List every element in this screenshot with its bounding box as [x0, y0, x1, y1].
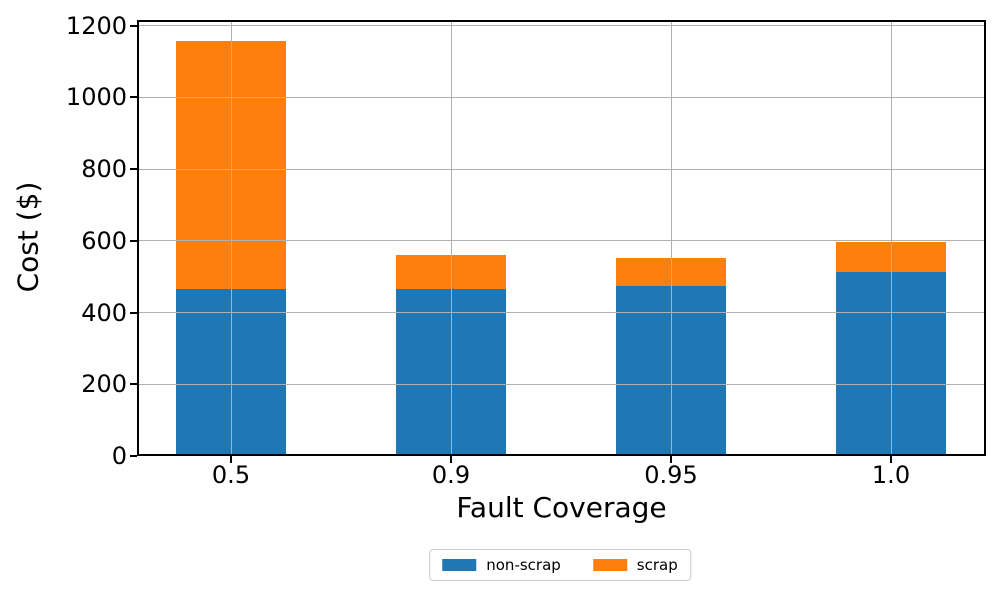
- legend-swatch-scrap: [592, 559, 627, 571]
- x-tick-label-0.9: 0.9: [431, 461, 471, 489]
- x-tick-label-0.5: 0.5: [211, 461, 251, 489]
- x-tick-mark-0.95: [670, 456, 672, 463]
- y-tick-mark-0: [130, 455, 137, 457]
- h-gridline-1200: [137, 25, 986, 27]
- x-tick-label-0.95: 0.95: [644, 461, 698, 489]
- y-tick-label-0: 0: [111, 442, 127, 470]
- y-tick-mark-200: [130, 383, 137, 386]
- y-tick-label-800: 800: [81, 155, 127, 184]
- y-tick-mark-1000: [130, 96, 137, 99]
- h-gridline-400: [137, 312, 986, 314]
- v-gridline-0.95: [670, 20, 672, 456]
- h-gridline-1000: [137, 96, 986, 98]
- legend-item-scrap: scrap: [592, 556, 678, 574]
- x-tick-mark-0.9: [450, 456, 452, 463]
- y-tick-label-600: 600: [81, 226, 127, 255]
- x-tick-label-1.0: 1.0: [871, 461, 911, 489]
- legend: non-scrap scrap: [429, 549, 691, 581]
- y-tick-mark-400: [130, 311, 137, 314]
- y-tick-label-200: 200: [81, 370, 127, 399]
- h-gridline-600: [137, 240, 986, 242]
- v-gridline-0.5: [230, 20, 232, 456]
- y-tick-mark-600: [130, 239, 137, 242]
- plot-area: [137, 20, 986, 456]
- v-gridline-0.9: [450, 20, 452, 456]
- axes-spines: [137, 20, 986, 456]
- y-tick-mark-1200: [130, 24, 137, 27]
- legend-item-non-scrap: non-scrap: [442, 556, 561, 574]
- x-tick-mark-1.0: [890, 456, 892, 463]
- y-tick-label-1200: 1200: [65, 11, 127, 40]
- grid-layer: [137, 20, 986, 456]
- x-axis-label: Fault Coverage: [456, 491, 667, 524]
- v-gridline-1.0: [890, 20, 892, 456]
- h-gridline-200: [137, 383, 986, 385]
- x-tick-mark-0.5: [230, 456, 232, 463]
- y-tick-label-400: 400: [81, 298, 127, 327]
- legend-label-non-scrap: non-scrap: [486, 556, 561, 574]
- h-gridline-800: [137, 168, 986, 170]
- legend-swatch-non-scrap: [442, 559, 477, 571]
- y-tick-label-1000: 1000: [65, 83, 127, 112]
- y-tick-mark-800: [130, 168, 137, 171]
- legend-label-scrap: scrap: [636, 556, 678, 574]
